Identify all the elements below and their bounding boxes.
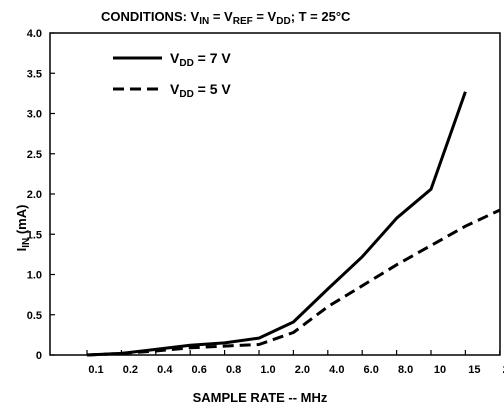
y-axis-ticks: 0 0.5 1.0 1.5 2.0 2.5 3.0 3.5 4.0 [27, 28, 55, 362]
y-tick-label: 4.0 [27, 28, 42, 40]
series-line-2 [86, 208, 501, 357]
plot-area-border [49, 32, 501, 356]
x-tick-label: 20 [503, 364, 504, 376]
chart-title: CONDITIONS: VIN = VREF = VDD; T = 25°C [101, 9, 351, 27]
legend-label-series-1: VDD = 7 V [170, 50, 231, 69]
y-tick-label: 3.5 [27, 68, 42, 80]
y-axis-label: IIN (mA) [14, 205, 32, 252]
x-tick-label: 6.0 [364, 364, 379, 376]
x-tick-label: 2.0 [295, 364, 310, 376]
x-tick-label: 1.0 [260, 364, 275, 376]
y-tick-label: 2.5 [27, 149, 42, 161]
x-tick-label: 0.1 [88, 364, 103, 376]
x-axis-ticks: 0.1 0.2 0.4 0.6 0.8 1.0 2.0 4.0 6.0 8.0 10 15 20 [86, 350, 504, 376]
x-tick-label: 15 [468, 364, 480, 376]
x-tick-label: 0.4 [157, 364, 173, 376]
x-tick-label: 0.6 [192, 364, 207, 376]
x-tick-label: 4.0 [329, 364, 344, 376]
x-tick-label: 0.8 [226, 364, 241, 376]
series-line-1 [86, 91, 467, 357]
y-tick-label: 1.5 [27, 229, 42, 241]
series-lines [86, 91, 501, 357]
legend-label-series-2: VDD = 5 V [170, 81, 231, 100]
plot-frame [49, 32, 501, 356]
x-tick-label: 0.2 [123, 364, 138, 376]
y-tick-label: 2.0 [27, 189, 42, 201]
y-tick-label: 3.0 [27, 109, 42, 121]
y-tick-label: 0.5 [27, 310, 42, 322]
y-tick-label: 1.0 [27, 270, 42, 282]
y-tick-label: 0 [36, 350, 42, 362]
x-tick-label: 8.0 [398, 364, 413, 376]
x-axis-label: SAMPLE RATE -- MHz [193, 390, 328, 405]
x-tick-label: 10 [434, 364, 446, 376]
legend: VDD = 7 V VDD = 5 V [113, 50, 231, 100]
